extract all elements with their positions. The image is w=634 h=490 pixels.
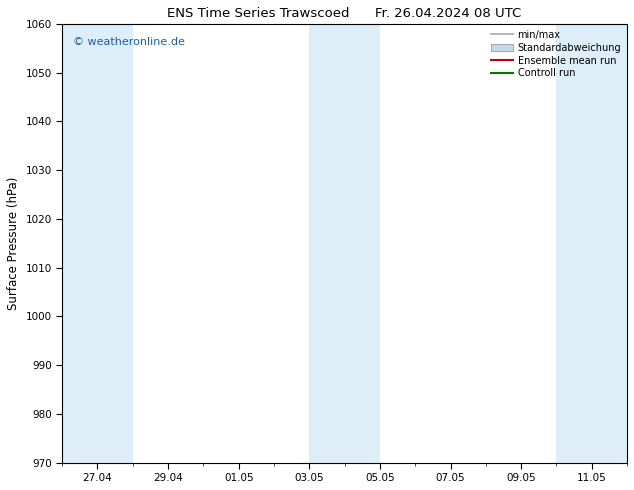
Bar	[62, 24, 133, 463]
Legend: min/max, Standardabweichung, Ensemble mean run, Controll run: min/max, Standardabweichung, Ensemble me…	[488, 26, 625, 82]
Y-axis label: Surface Pressure (hPa): Surface Pressure (hPa)	[7, 176, 20, 310]
Text: © weatheronline.de: © weatheronline.de	[74, 37, 185, 47]
Bar	[309, 24, 380, 463]
Title: ENS Time Series Trawscoed      Fr. 26.04.2024 08 UTC: ENS Time Series Trawscoed Fr. 26.04.2024…	[167, 7, 522, 20]
Bar	[557, 24, 627, 463]
